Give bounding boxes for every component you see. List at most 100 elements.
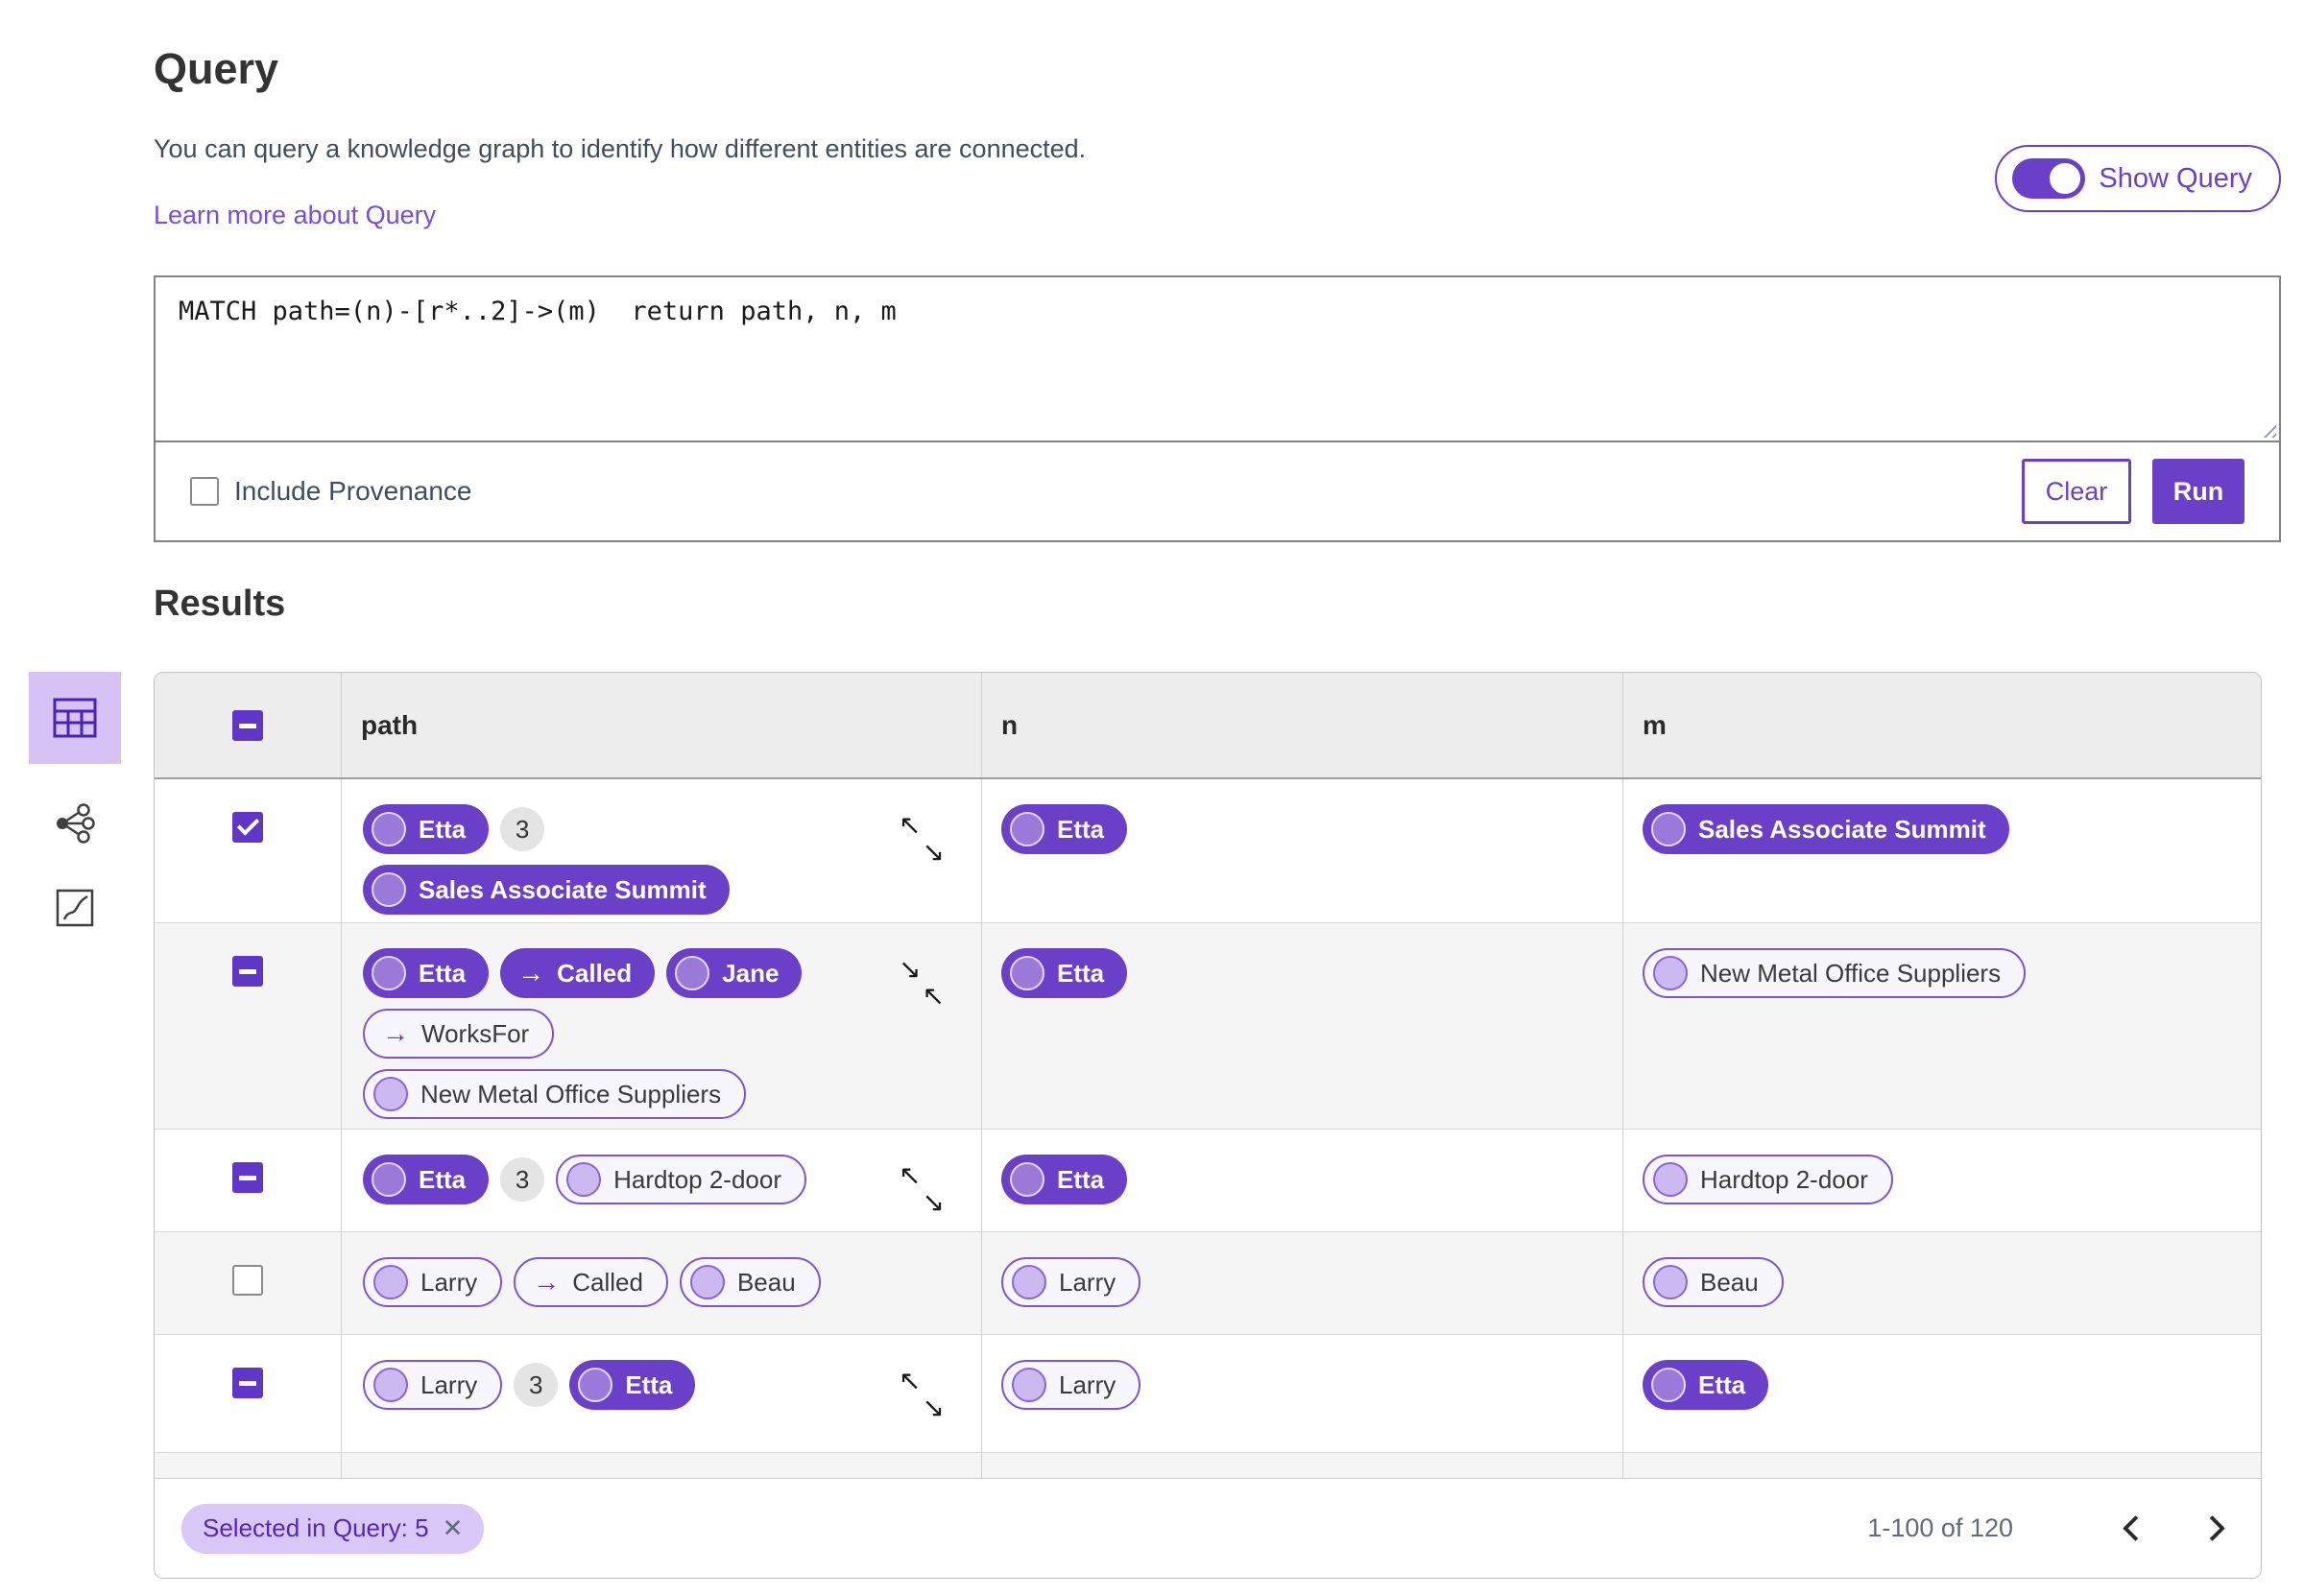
chevron-right-icon (2198, 1515, 2225, 1541)
pill-label: Beau (1700, 1267, 1759, 1297)
arrow-glyph: ↖ (899, 1160, 922, 1190)
row-select-cell (155, 779, 341, 939)
entity-pill[interactable]: Etta (1643, 1360, 1769, 1410)
entity-pill[interactable]: Etta (1001, 1155, 1128, 1204)
table-view-button[interactable] (29, 672, 121, 764)
select-all-checkbox[interactable] (232, 709, 263, 741)
pill-label: Etta (419, 814, 467, 844)
row-select-cell (155, 1130, 341, 1231)
column-header-m[interactable]: m (1622, 673, 2261, 777)
edge-pill[interactable]: → Called (500, 948, 656, 998)
show-query-toggle[interactable]: Show Query (1995, 145, 2281, 212)
include-provenance-label: Include Provenance (234, 476, 472, 506)
page-description: You can query a knowledge graph to ident… (154, 134, 1087, 163)
edge-arrow-icon: → (533, 1267, 561, 1297)
entity-pill[interactable]: Hardtop 2-door (1643, 1155, 1893, 1204)
path-cell: Etta → Called Jane → WorksFor New Metal Office… (341, 923, 981, 1143)
edge-pill[interactable]: → WorksFor (363, 1009, 555, 1059)
entity-pill[interactable]: Etta (363, 1155, 490, 1204)
toggle-switch-icon[interactable] (2012, 158, 2086, 199)
table-row (155, 1453, 2261, 1478)
pill-label: WorksFor (421, 1018, 530, 1048)
entity-pill[interactable]: Larry (1001, 1257, 1141, 1307)
n-cell (981, 1453, 1622, 1478)
chart-view-button[interactable] (29, 883, 121, 933)
m-cell: Beau (1622, 1232, 2261, 1334)
expand-icon[interactable]: ↖ ↘ (899, 1368, 945, 1421)
entity-pill[interactable]: Etta (569, 1360, 696, 1410)
entity-pill[interactable]: Hardtop 2-door (556, 1155, 807, 1204)
graph-icon (57, 803, 95, 844)
node-circle-icon (373, 1077, 408, 1111)
graph-view-button[interactable] (29, 798, 121, 848)
pill-label: Sales Associate Summit (419, 874, 707, 904)
clear-button[interactable]: Clear (2022, 459, 2131, 524)
expand-icon[interactable]: ↖ ↘ (899, 1162, 945, 1216)
row-checkbox[interactable] (232, 1265, 263, 1296)
chip-dismiss-icon[interactable]: ✕ (442, 1513, 464, 1542)
count-badge: 3 (500, 807, 545, 851)
column-header-path[interactable]: path (341, 673, 981, 777)
chart-icon (56, 889, 94, 927)
entity-pill[interactable]: New Metal Office Suppliers (363, 1069, 747, 1119)
node-circle-icon (373, 1265, 408, 1299)
m-cell: Sales Associate Summit (1622, 779, 2261, 939)
entity-pill[interactable]: Etta (363, 948, 490, 998)
query-actions-bar: Include Provenance Clear Run (156, 441, 2279, 540)
row-select-cell (155, 1453, 341, 1478)
node-circle-icon (566, 1162, 602, 1197)
path-cell: Larry → Called Beau (341, 1232, 981, 1334)
entity-pill[interactable]: Beau (679, 1257, 821, 1307)
entity-pill[interactable]: Larry (363, 1360, 503, 1410)
row-checkbox[interactable] (232, 812, 263, 843)
column-header-n[interactable]: n (981, 673, 1622, 777)
node-circle-icon (689, 1265, 725, 1299)
edge-pill[interactable]: → Called (514, 1257, 668, 1307)
query-editor-wrap: MATCH path=(n)-[r*..2]->(m) return path,… (156, 277, 2279, 441)
m-cell (1622, 1453, 2261, 1478)
node-circle-icon (1653, 1162, 1688, 1197)
pill-label: Hardtop 2-door (613, 1164, 782, 1194)
entity-pill[interactable]: Etta (1001, 804, 1128, 854)
row-checkbox[interactable] (232, 1162, 263, 1193)
path-cell: Etta 3 Hardtop 2-door ↖ ↘ (341, 1130, 981, 1231)
prev-page-button[interactable] (2113, 1507, 2157, 1551)
row-checkbox[interactable] (232, 1368, 263, 1398)
next-page-button[interactable] (2190, 1507, 2234, 1551)
entity-pill[interactable]: Sales Associate Summit (363, 865, 730, 915)
entity-pill[interactable]: New Metal Office Suppliers (1643, 948, 2027, 998)
entity-pill[interactable]: Etta (363, 804, 490, 854)
arrow-glyph: ↘ (922, 1187, 945, 1217)
results-view-switcher (29, 672, 121, 933)
entity-pill[interactable]: Larry (363, 1257, 503, 1307)
pill-label: Larry (420, 1267, 478, 1297)
arrow-glyph: ↖ (922, 981, 945, 1011)
row-checkbox[interactable] (232, 956, 263, 987)
node-circle-icon (372, 872, 406, 907)
collapse-icon[interactable]: ↘ ↖ (899, 956, 945, 1010)
expand-icon[interactable]: ↖ ↘ (899, 812, 945, 866)
entity-pill[interactable]: Jane (666, 948, 803, 998)
entity-pill[interactable]: Sales Associate Summit (1643, 804, 2009, 854)
path-cell (341, 1453, 981, 1478)
selected-in-query-chip[interactable]: Selected in Query: 5 ✕ (181, 1503, 485, 1554)
pill-label: Etta (1057, 1164, 1105, 1194)
entity-pill[interactable]: Larry (1001, 1360, 1141, 1410)
run-button[interactable]: Run (2152, 459, 2244, 524)
entity-pill[interactable]: Beau (1643, 1257, 1784, 1307)
path-line: Etta → Called Jane (363, 948, 889, 998)
pill-label: Called (557, 958, 633, 988)
node-circle-icon (1010, 812, 1044, 846)
edge-arrow-icon: → (517, 958, 545, 988)
query-input[interactable]: MATCH path=(n)-[r*..2]->(m) return path,… (156, 277, 2279, 441)
pill-label: Etta (625, 1370, 673, 1399)
row-select-cell (155, 923, 341, 1143)
node-circle-icon (373, 1368, 408, 1402)
results-title: Results (154, 584, 286, 624)
table-row: Larry → Called Beau Larry Beau (155, 1232, 2261, 1335)
pill-label: Etta (419, 958, 467, 988)
learn-more-link[interactable]: Learn more about Query (154, 201, 437, 229)
arrow-glyph: ↘ (922, 1393, 945, 1422)
entity-pill[interactable]: Etta (1001, 948, 1128, 998)
include-provenance-checkbox[interactable] (190, 477, 219, 506)
